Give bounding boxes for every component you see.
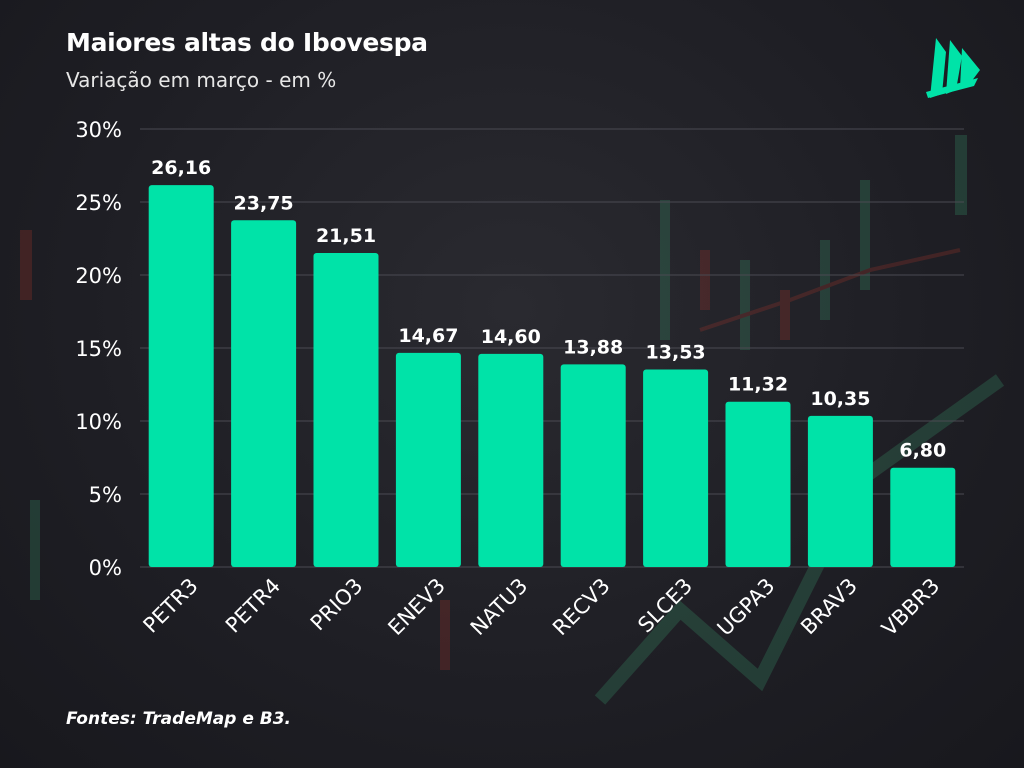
x-tick-label: PRIO3 (306, 574, 368, 636)
x-tick-label: BRAV3 (796, 574, 862, 640)
data-label: 23,75 (234, 192, 294, 214)
data-label: 6,80 (899, 440, 946, 462)
bar-prio3 (313, 252, 379, 568)
y-tick-label: 15% (75, 337, 122, 361)
data-label: 10,35 (810, 388, 870, 410)
y-tick-label: 25% (75, 191, 122, 215)
data-label: 13,53 (646, 341, 706, 363)
y-tick-label: 5% (89, 483, 122, 507)
bar-brav3 (807, 415, 873, 567)
data-label: 14,60 (481, 326, 541, 348)
source-note: Fontes: TradeMap e B3. (66, 709, 292, 729)
bar-slce3 (643, 369, 709, 567)
bar-natu3 (478, 353, 544, 567)
x-tick-label: PETR3 (139, 574, 203, 638)
bar-petr4 (231, 220, 297, 567)
y-tick-label: 20% (75, 264, 122, 288)
chart-subtitle: Variação em março - em % (66, 68, 337, 92)
bar-petr3 (148, 185, 214, 567)
x-tick-label: ENEV3 (383, 574, 449, 640)
x-tick-label: RECV3 (548, 574, 615, 641)
bar-ugpa3 (725, 401, 791, 567)
bar-vbbr3 (890, 467, 956, 567)
data-label: 13,88 (563, 336, 623, 358)
sail-logo-icon (926, 38, 980, 98)
data-label: 11,32 (728, 374, 788, 396)
y-tick-label: 30% (75, 118, 122, 142)
y-tick-label: 10% (75, 410, 122, 434)
data-label: 14,67 (398, 325, 458, 347)
x-tick-label: SLCE3 (633, 574, 697, 638)
chart-title: Maiores altas do Ibovespa (66, 28, 428, 57)
data-label: 21,51 (316, 225, 376, 247)
bar-enev3 (395, 352, 461, 567)
data-label: 26,16 (151, 157, 211, 179)
y-tick-label: 0% (89, 556, 122, 580)
bar-recv3 (560, 364, 626, 567)
x-tick-label: PETR4 (221, 574, 285, 638)
x-tick-label: NATU3 (466, 574, 532, 640)
x-tick-label: UGPA3 (713, 574, 780, 641)
x-tick-label: VBBR3 (877, 574, 944, 641)
